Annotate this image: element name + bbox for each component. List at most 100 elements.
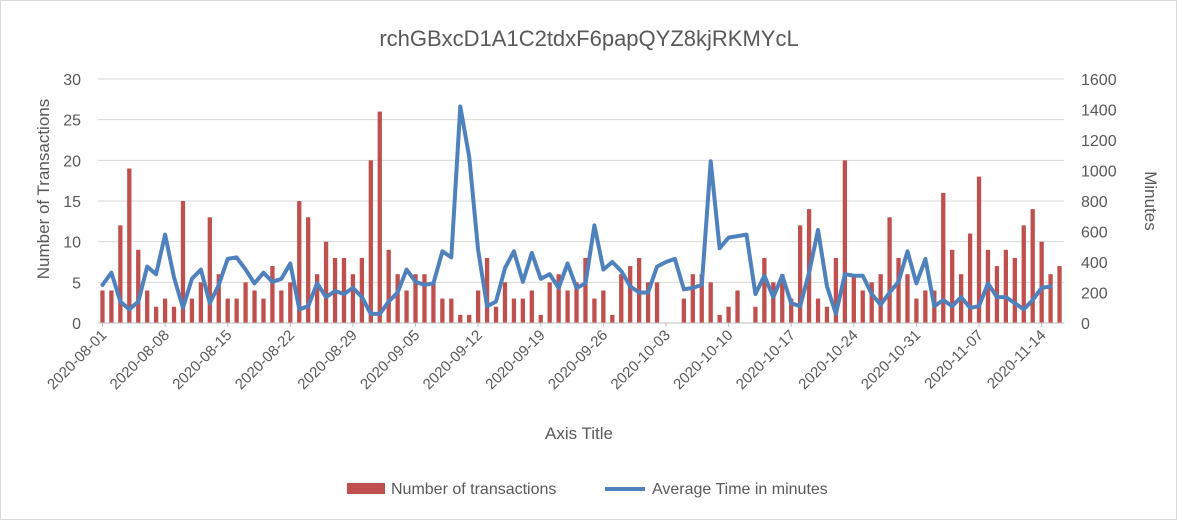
bar [610,315,614,323]
bar [726,307,730,323]
x-tick-label: 2020-09-26 [545,327,611,393]
bar-series [100,112,1061,323]
bar [539,315,543,323]
x-axis: 2020-08-012020-08-082020-08-152020-08-22… [44,323,1064,393]
bar [109,290,113,323]
bar [521,299,525,323]
bar [100,290,104,323]
bar [503,282,507,323]
y-tick-label: 10 [63,235,81,252]
y-tick-label: 20 [63,153,81,170]
bar [548,282,552,323]
x-tick-label: 2020-08-29 [294,327,360,393]
y2-tick-label: 1400 [1081,103,1117,120]
bar [628,266,632,323]
bar [753,307,757,323]
x-tick-label: 2020-08-22 [232,327,298,393]
y-tick-label: 15 [63,194,81,211]
bar [163,299,167,323]
x-tick-label: 2020-10-24 [795,327,861,393]
bar [369,160,373,323]
bar [342,258,346,323]
y-tick-label: 0 [72,316,81,333]
y2-tick-label: 1000 [1081,164,1117,181]
bar [136,250,140,323]
x-tick-label: 2020-08-15 [169,327,235,393]
bar [852,274,856,323]
bar [243,282,247,323]
bar [270,266,274,323]
bar [887,217,891,323]
bar [199,282,203,323]
bar [395,274,399,323]
bar [234,299,238,323]
y-tick-label: 5 [72,275,81,292]
y2-tick-label: 600 [1081,225,1108,242]
bar [449,299,453,323]
bar [861,290,865,323]
x-axis-title: Axis Title [545,424,613,443]
bar [360,258,364,323]
y2-tick-label: 1600 [1081,72,1117,89]
bar [118,225,122,323]
y2-tick-label: 1200 [1081,133,1117,150]
x-tick-label: 2020-10-03 [608,327,674,393]
bar [252,290,256,323]
bar [565,290,569,323]
y2-tick-label: 0 [1081,316,1090,333]
bar [878,274,882,323]
bar [691,274,695,323]
x-tick-label: 2020-09-12 [420,327,486,393]
x-tick-label: 2020-09-19 [482,327,548,393]
bar [762,258,766,323]
bar [324,242,328,323]
y-tick-label: 25 [63,113,81,130]
bar [127,168,131,323]
bar [1013,258,1017,323]
bar [905,274,909,323]
bar [843,160,847,323]
bar [226,299,230,323]
bar [1031,209,1035,323]
bar [735,290,739,323]
bar [655,282,659,323]
legend: Number of transactions Average Time in m… [347,481,828,498]
bar [279,290,283,323]
x-tick-label: 2020-10-10 [670,327,736,393]
y-axis-title: Number of Transactions [34,99,53,279]
bar [530,290,534,323]
x-tick-label: 2020-08-01 [44,327,110,393]
bar [592,299,596,323]
bar [682,299,686,323]
bar [601,290,605,323]
bar [914,299,918,323]
x-tick-label: 2020-11-14 [984,327,1049,392]
bar [1004,250,1008,323]
bar [950,250,954,323]
bar [717,315,721,323]
x-tick-label: 2020-10-17 [733,327,799,393]
bar [190,299,194,323]
x-tick-label: 2020-09-05 [357,327,423,393]
bar [378,112,382,323]
y2-tick-label: 800 [1081,194,1108,211]
y2-tick-label: 200 [1081,286,1108,303]
grid-lines [98,79,1064,282]
bar [404,290,408,323]
bar [709,282,713,323]
bar [816,299,820,323]
bar [288,282,292,323]
legend-label-line: Average Time in minutes [652,481,828,498]
y2-axis-title: Minutes [1141,171,1160,231]
bar [351,274,355,323]
bar [512,299,516,323]
x-tick-label: 2020-08-08 [107,327,173,393]
bar [431,282,435,323]
bar [467,315,471,323]
y-tick-label: 30 [63,72,81,89]
bar [896,258,900,323]
bar [172,307,176,323]
x-tick-label: 2020-10-31 [858,327,924,393]
